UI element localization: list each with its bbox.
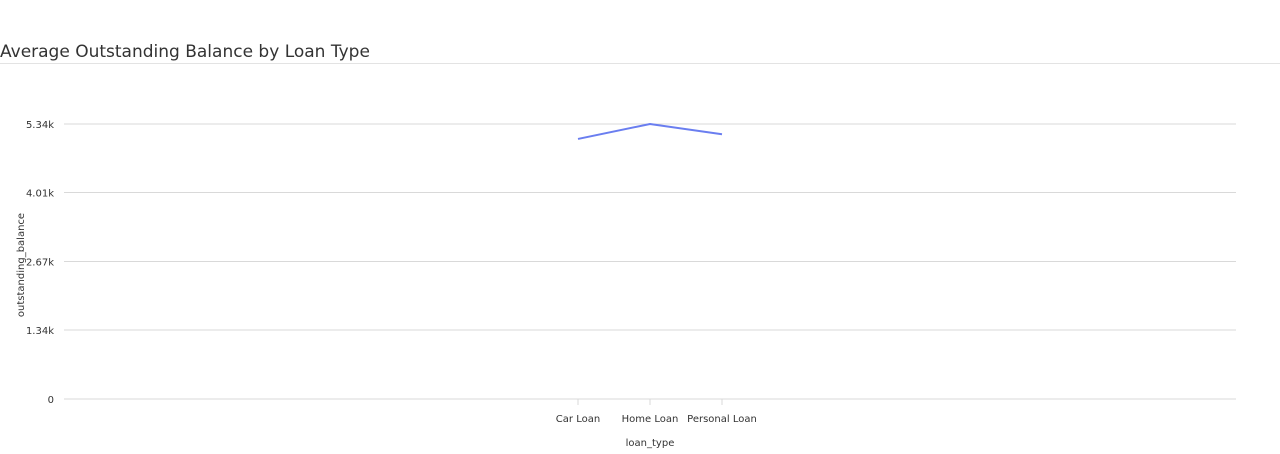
y-axis-title: outstanding_balance xyxy=(16,213,27,317)
y-tick-label: 0 xyxy=(48,395,54,406)
series-line[interactable] xyxy=(577,123,723,140)
x-tick-label: Home Loan xyxy=(622,414,679,425)
chart-title: Average Outstanding Balance by Loan Type xyxy=(0,42,370,62)
x-tick-label: Car Loan xyxy=(556,414,600,425)
x-axis-title: loan_type xyxy=(626,438,675,449)
y-tick-label: 2.67k xyxy=(26,258,54,269)
gridlines xyxy=(64,123,1236,400)
y-axis-ticks: 0 1.34k 2.67k 4.01k 5.34k xyxy=(26,120,54,406)
y-tick-label: 1.34k xyxy=(26,326,54,337)
x-axis-ticks: Car Loan Home Loan Personal Loan xyxy=(556,399,757,425)
y-tick-label: 5.34k xyxy=(26,120,54,131)
series-lines xyxy=(577,123,723,140)
title-divider xyxy=(0,63,1280,64)
x-tick-label: Personal Loan xyxy=(687,414,757,425)
y-tick-label: 4.01k xyxy=(26,188,54,199)
